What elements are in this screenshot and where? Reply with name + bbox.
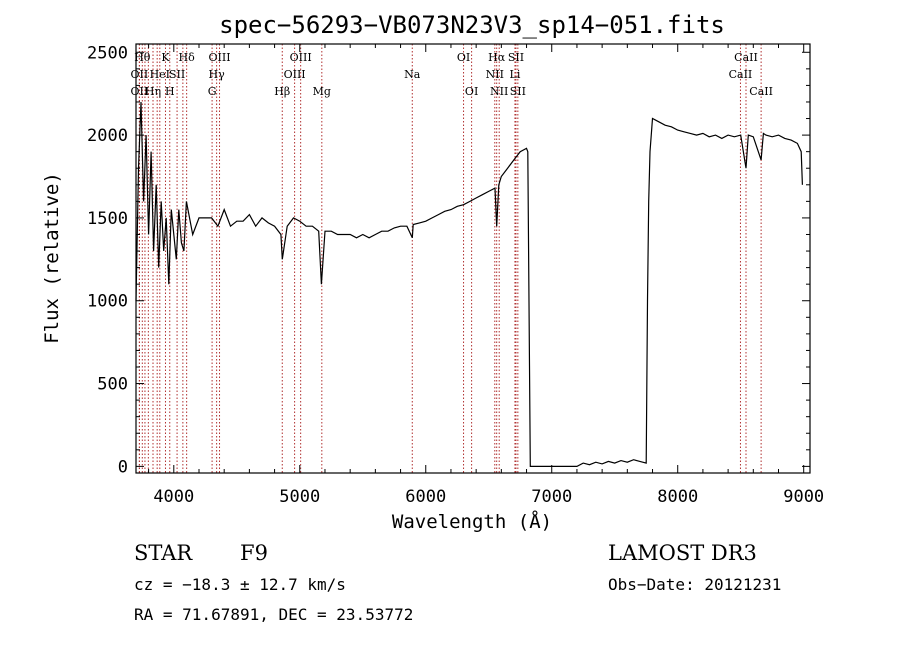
line-marker-label: NII bbox=[490, 85, 508, 98]
y-axis-label: Flux (relative) bbox=[41, 172, 63, 344]
y-tick-label: 1500 bbox=[87, 209, 128, 229]
line-marker-label: HeI bbox=[150, 68, 170, 81]
redshift-cz: cz = −18.3 ± 12.7 km/s bbox=[134, 575, 346, 594]
line-marker-label: SII bbox=[508, 51, 524, 64]
spectral-line-markers bbox=[138, 44, 762, 473]
line-marker-label: Hθ bbox=[134, 51, 151, 64]
line-marker-label: SII bbox=[169, 68, 185, 81]
line-marker-label: Hδ bbox=[179, 51, 196, 64]
chart-title: spec−56293−VB073N23V3_sp14−051.fits bbox=[219, 11, 725, 39]
line-marker-label: OII bbox=[131, 85, 149, 98]
line-marker-label: H bbox=[165, 85, 175, 98]
line-marker-label: Na bbox=[404, 68, 421, 81]
line-marker-label: Hα bbox=[488, 51, 506, 64]
x-tick-label: 9000 bbox=[783, 487, 824, 507]
object-class: STAR bbox=[134, 541, 193, 565]
y-axis-ticks: 0 500 1000 1500 2000 2500 bbox=[87, 43, 810, 477]
y-tick-label: 1000 bbox=[87, 292, 128, 312]
line-marker-label: CaII bbox=[729, 68, 753, 81]
y-tick-label: 2500 bbox=[87, 43, 128, 63]
x-tick-label: 4000 bbox=[153, 487, 194, 507]
line-marker-label: OII bbox=[131, 68, 149, 81]
line-marker-label: Hβ bbox=[274, 85, 290, 98]
line-marker-label: CaII bbox=[734, 51, 758, 64]
line-marker-label: SII bbox=[510, 85, 526, 98]
line-marker-label: OI bbox=[457, 51, 470, 64]
x-tick-label: 8000 bbox=[657, 487, 698, 507]
x-tick-label: 6000 bbox=[405, 487, 446, 507]
line-marker-label: NII bbox=[486, 68, 504, 81]
line-marker-label: G bbox=[208, 85, 217, 98]
line-marker-label: OIII bbox=[208, 51, 230, 64]
object-subclass: F9 bbox=[240, 541, 268, 565]
spectrum-line bbox=[135, 101, 803, 467]
line-marker-label: OIII bbox=[284, 68, 306, 81]
line-marker-label: OIII bbox=[290, 51, 312, 64]
x-tick-label: 7000 bbox=[531, 487, 572, 507]
x-axis-label: Wavelength (Å) bbox=[392, 510, 552, 533]
x-tick-label: 5000 bbox=[279, 487, 320, 507]
survey-name: LAMOST DR3 bbox=[608, 541, 757, 565]
spectral-line-labels: HθOIIOIIHηHeIKHSIIHδGHγOIIIHβOIIIOIIIMgN… bbox=[131, 51, 773, 98]
line-marker-label: Li bbox=[510, 68, 521, 81]
plot-frame bbox=[135, 43, 811, 474]
line-marker-label: Hγ bbox=[209, 68, 226, 81]
line-marker-label: Mg bbox=[313, 85, 331, 98]
line-marker-label: K bbox=[161, 51, 170, 64]
coordinates: RA = 71.67891, DEC = 23.53772 bbox=[134, 605, 413, 624]
line-marker-label: Hη bbox=[145, 85, 161, 98]
x-axis-ticks: 4000 5000 6000 7000 8000 9000 bbox=[148, 44, 824, 507]
y-tick-label: 0 bbox=[118, 457, 128, 477]
info-block: STAR F9 LAMOST DR3 cz = −18.3 ± 12.7 km/… bbox=[134, 541, 781, 624]
y-tick-label: 500 bbox=[97, 375, 128, 395]
line-marker-label: CaII bbox=[749, 85, 773, 98]
line-marker-label: OI bbox=[465, 85, 478, 98]
y-tick-label: 2000 bbox=[87, 126, 128, 146]
obs-date: Obs−Date: 20121231 bbox=[608, 575, 781, 594]
